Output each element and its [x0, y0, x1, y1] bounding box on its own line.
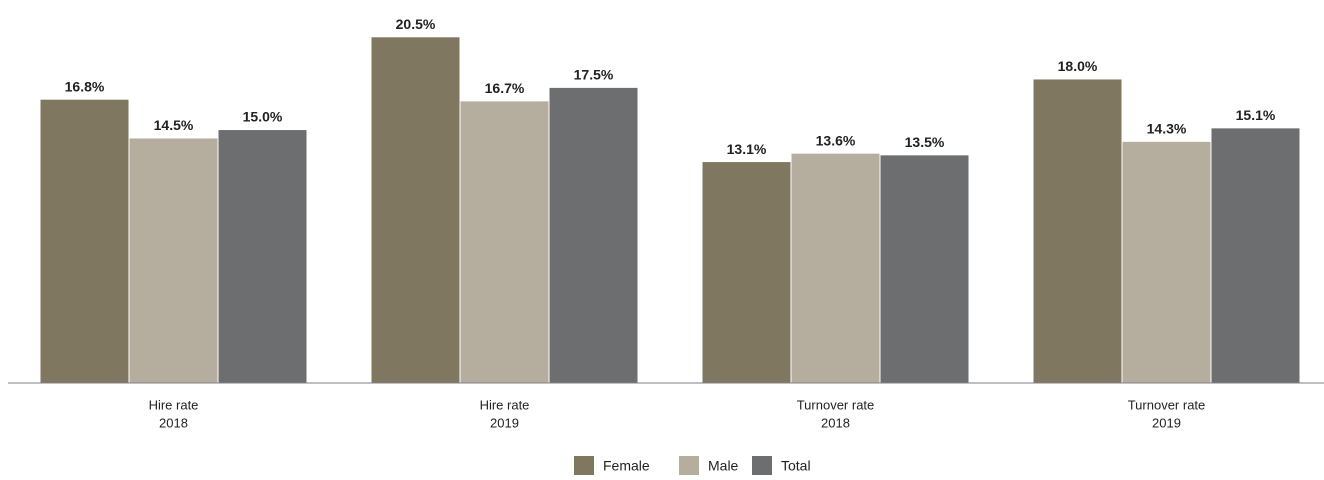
- bar: [791, 153, 880, 383]
- bar: [1033, 79, 1122, 384]
- bar: [460, 101, 549, 384]
- x-tick-label: 2018: [821, 415, 850, 430]
- bar: [371, 37, 460, 383]
- x-tick-label: Turnover rate: [1128, 397, 1206, 412]
- legend-swatch: [679, 456, 699, 475]
- legend-label: Total: [781, 458, 811, 474]
- bar: [40, 99, 129, 383]
- legend-swatch: [574, 456, 594, 475]
- data-label: 16.7%: [485, 80, 525, 96]
- data-label: 15.1%: [1236, 107, 1276, 123]
- x-tick-label: 2018: [159, 415, 188, 430]
- bar: [1211, 128, 1300, 383]
- data-label: 20.5%: [396, 16, 436, 32]
- bar: [129, 138, 218, 383]
- bar: [702, 162, 791, 383]
- bar: [880, 155, 969, 383]
- data-label: 15.0%: [243, 109, 283, 125]
- data-label: 13.6%: [816, 132, 856, 148]
- data-label: 17.5%: [574, 67, 614, 83]
- bar: [549, 87, 638, 384]
- bar: [1122, 141, 1211, 383]
- x-tick-label: Hire rate: [149, 397, 199, 412]
- bar: [218, 130, 307, 383]
- data-label: 16.8%: [65, 78, 105, 94]
- x-tick-label: Hire rate: [480, 397, 530, 412]
- legend-swatch: [752, 456, 772, 475]
- legend-label: Male: [708, 458, 739, 474]
- data-label: 13.5%: [905, 134, 945, 150]
- data-label: 18.0%: [1058, 58, 1098, 74]
- data-label: 14.3%: [1147, 121, 1187, 137]
- x-tick-label: 2019: [1152, 415, 1181, 430]
- legend-label: Female: [603, 458, 650, 474]
- data-label: 13.1%: [727, 141, 767, 157]
- x-tick-label: 2019: [490, 415, 519, 430]
- data-label: 14.5%: [154, 117, 194, 133]
- x-tick-label: Turnover rate: [797, 397, 875, 412]
